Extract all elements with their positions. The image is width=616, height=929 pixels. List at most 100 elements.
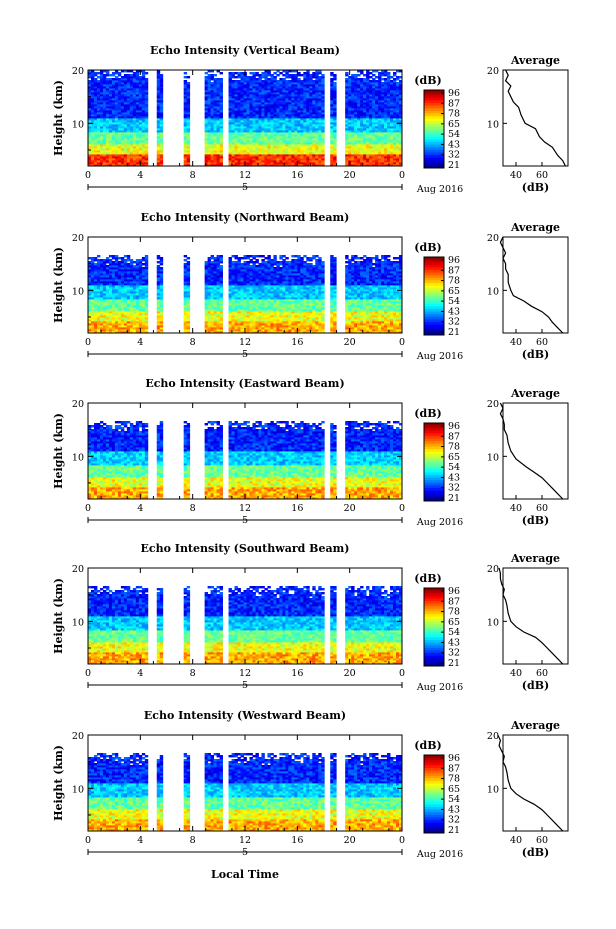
heatmap-cell [183, 126, 188, 129]
heatmap-cell [237, 154, 241, 157]
heatmap-cell [135, 98, 140, 101]
heatmap-cell [282, 74, 286, 77]
heatmap-cell [138, 100, 143, 103]
heatmap-cell [123, 130, 128, 133]
heatmap-cell [144, 104, 149, 107]
heatmap-cell [156, 84, 161, 87]
heatmap-cell [99, 128, 104, 131]
heatmap-cell [120, 116, 125, 119]
heatmap-cell [90, 154, 95, 157]
heatmap-cell [144, 255, 149, 258]
heatmap-cell [129, 122, 134, 125]
heatmap-cell [228, 160, 232, 163]
heatmap-cell [159, 80, 164, 83]
heatmap-cell [123, 92, 128, 95]
x-tick-label: 4 [137, 170, 143, 181]
heatmap-cell [111, 128, 116, 131]
heatmap-cell [88, 148, 92, 151]
heatmap-cell [216, 134, 220, 137]
heatmap-cell [93, 158, 98, 161]
heatmap-cell [132, 72, 137, 75]
heatmap-cell [135, 152, 140, 155]
heatmap-cell [141, 140, 146, 143]
heatmap-cell [300, 80, 304, 83]
heatmap-cell [126, 82, 131, 85]
heatmap-cell [243, 110, 247, 113]
heatmap-cell [228, 146, 232, 149]
heatmap-cell [348, 76, 352, 79]
heatmap-cell [90, 98, 95, 101]
heatmap-cell [186, 126, 191, 129]
heatmap-cell [138, 82, 143, 85]
heatmap-cell [102, 104, 107, 107]
heatmap-cell [231, 96, 235, 99]
heatmap-cell [138, 120, 143, 123]
heatmap-cell [126, 102, 131, 105]
heatmap-cell [99, 142, 104, 145]
heatmap-cell [90, 120, 95, 123]
heatmap-cell [129, 140, 134, 143]
heatmap-cell [108, 78, 113, 81]
heatmap-cell [156, 70, 161, 73]
heatmap-cell [120, 110, 125, 113]
heatmap-cell [135, 144, 140, 147]
heatmap-cell [159, 142, 164, 145]
heatmap-cell [369, 80, 373, 83]
heatmap-cell [210, 134, 214, 137]
heatmap-cell [96, 140, 101, 143]
heatmap-cell [159, 136, 164, 139]
heatmap-cell [90, 88, 95, 91]
heatmap-cell [186, 94, 191, 97]
heatmap-cell [231, 152, 235, 155]
heatmap-cell [123, 100, 128, 103]
heatmap-cell [96, 90, 101, 93]
heatmap-cell [120, 104, 125, 107]
heatmap-cell [363, 78, 367, 81]
heatmap-cell [216, 86, 220, 89]
heatmap-cell [111, 90, 116, 93]
heatmap-cell [204, 154, 209, 157]
heatmap-cell [240, 152, 244, 155]
heatmap-cell [132, 94, 137, 97]
heatmap-cell [132, 128, 137, 131]
heatmap-cell [249, 146, 253, 149]
heatmap-cell [243, 136, 247, 139]
heatmap-cell [231, 114, 235, 117]
heatmap-cell [105, 154, 110, 157]
heatmap-cell [237, 106, 241, 109]
heatmap-cell [129, 154, 134, 157]
heatmap-cell [234, 112, 238, 115]
heatmap-cell [114, 140, 119, 143]
heatmap-cell [228, 84, 232, 87]
heatmap-cell [234, 118, 238, 121]
heatmap-cell [123, 144, 128, 147]
heatmap-cell [204, 148, 209, 151]
heatmap-cell [219, 164, 223, 167]
heatmap-cell [99, 144, 104, 147]
heatmap-cell [216, 114, 220, 117]
heatmap-cell [231, 80, 235, 83]
heatmap-cell [303, 72, 307, 75]
heatmap-cell [159, 154, 164, 157]
heatmap-cell [129, 132, 134, 135]
heatmap-cell [243, 76, 247, 79]
heatmap-cell [231, 120, 235, 123]
heatmap-cell [111, 144, 116, 147]
heatmap-cell [96, 148, 101, 151]
heatmap-cell [102, 114, 107, 117]
heatmap-cell [216, 80, 220, 83]
heatmap-cell [207, 140, 212, 143]
heatmap-cell [228, 94, 232, 97]
heatmap-cell [240, 108, 244, 111]
y-axis-label: Height (km) [52, 80, 65, 156]
heatmap-cell [216, 148, 220, 151]
heatmap-cell [243, 148, 247, 151]
heatmap-cell [132, 74, 137, 77]
heatmap-cell [210, 82, 214, 85]
heatmap-cell [219, 72, 223, 75]
heatmap-cell [231, 144, 235, 147]
heatmap-cell [375, 76, 379, 79]
heatmap-cell [120, 98, 125, 101]
heatmap-cell [102, 90, 107, 93]
heatmap-cell [123, 164, 128, 167]
